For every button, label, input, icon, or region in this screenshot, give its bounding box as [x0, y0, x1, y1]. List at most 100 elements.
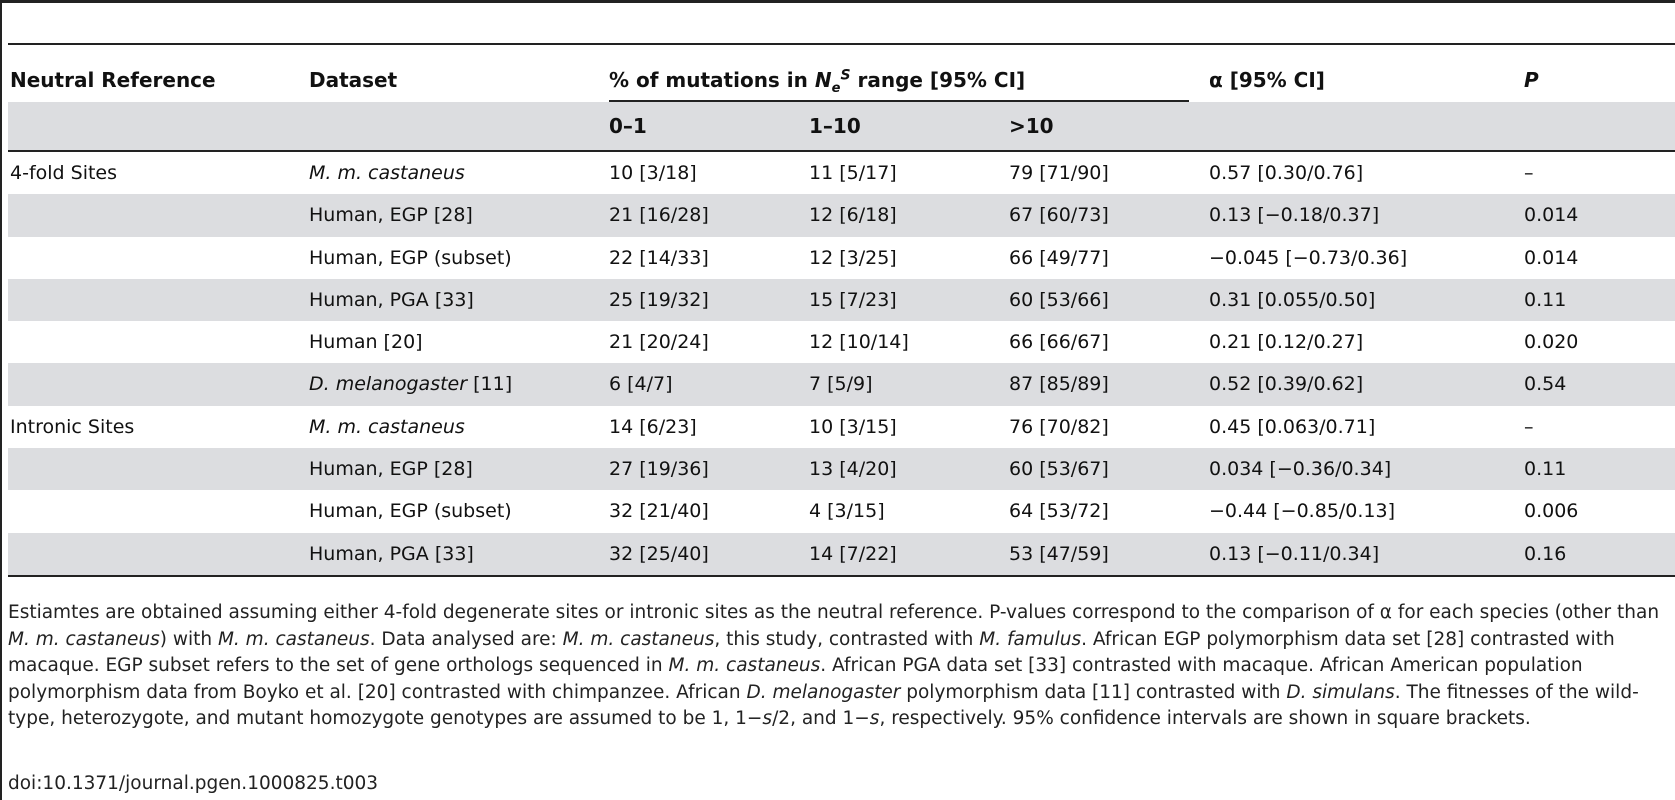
dataset-name: M. m. castaneus [309, 415, 465, 438]
dataset-name: M. m. castaneus [309, 162, 465, 184]
cell-p: 0.014 [1524, 204, 1579, 227]
cell-range-gt10: 79 [71/90] [1009, 162, 1109, 184]
doi-link[interactable]: doi:10.1371/journal.pgen.1000825.t003 [8, 773, 379, 794]
cell-range-gt10: 60 [53/67] [1009, 458, 1109, 481]
caption-text: . Data analysed are: [369, 628, 563, 650]
caption-italic: M. m. castaneus [217, 628, 370, 650]
body-top-rule [8, 150, 1675, 152]
cell-range-0-1: 25 [19/32] [609, 288, 709, 311]
cell-range-0-1: 14 [6/23] [609, 415, 697, 438]
cell-range-1-10: 7 [5/9] [809, 373, 873, 396]
cell-alpha: 0.52 [0.39/0.62] [1209, 373, 1364, 396]
header-pct-prefix: % of mutations in [609, 68, 815, 92]
cell-dataset: Human, EGP [28] [309, 194, 473, 236]
cell-p: 0.014 [1524, 246, 1579, 269]
dataset-ref: [11] [467, 373, 513, 396]
cell-range-0-1: 32 [25/40] [609, 542, 709, 565]
dataset-name: Human, EGP [28] [309, 204, 473, 227]
cell-neutral-reference: 4-fold Sites [10, 162, 118, 184]
header-pct-s: S [840, 67, 851, 84]
cell-range-gt10: 60 [53/66] [1009, 288, 1109, 311]
table-caption: Estiamtes are obtained assuming either 4… [8, 600, 1668, 733]
header-pct-e: e [831, 81, 841, 96]
header-neutral-reference: Neutral Reference [10, 68, 216, 92]
cell-dataset: Human, EGP (subset) [309, 490, 512, 532]
caption-text: /2, and 1− [772, 708, 870, 729]
cell-range-1-10: 10 [3/15] [809, 415, 897, 438]
caption-italic: M. famulus [979, 628, 1082, 650]
caption-text: ) with [159, 628, 218, 650]
cell-range-gt10: 64 [53/72] [1009, 500, 1109, 523]
header-range-0-1: 0–1 [609, 114, 647, 138]
table-row: Human, EGP (subset) 32 [21/40] 4 [3/15] 64 … [8, 490, 1675, 532]
cell-alpha: 0.45 [0.063/0.71] [1209, 415, 1376, 438]
header-dataset: Dataset [309, 68, 398, 92]
cell-dataset: Human, EGP [28] [309, 448, 473, 490]
header-pct-suffix: range [95% CI] [850, 68, 1026, 92]
caption-italic: M. m. castaneus [8, 628, 160, 650]
cell-alpha: 0.21 [0.12/0.27] [1209, 331, 1364, 354]
cell-dataset: D. melanogaster [11] [309, 363, 512, 405]
dataset-name: Human, EGP (subset) [309, 246, 512, 269]
cell-range-gt10: 66 [49/77] [1009, 246, 1109, 269]
caption-text: , this study, contrasted with [714, 628, 980, 650]
results-table: Neutral Reference Dataset % of mutations… [8, 58, 1675, 577]
cell-range-0-1: 22 [14/33] [609, 246, 709, 269]
table-row: Human, EGP [28] 21 [16/28] 12 [6/18] 67 [60… [8, 194, 1675, 237]
caption-text: Estiamtes are obtained assuming either 4… [8, 602, 1660, 623]
cell-range-1-10: 12 [3/25] [809, 246, 897, 269]
cell-range-1-10: 12 [10/14] [809, 331, 909, 354]
cell-range-1-10: 15 [7/23] [809, 288, 897, 311]
cell-alpha: 0.034 [−0.36/0.34] [1209, 458, 1392, 481]
cell-range-gt10: 66 [66/67] [1009, 331, 1109, 354]
cell-p: 0.006 [1524, 500, 1579, 523]
cell-p: – [1524, 162, 1534, 184]
caption-italic: M. m. castaneus [668, 655, 821, 676]
caption-text: , respectively. 95% confidence intervals… [879, 708, 1531, 729]
cell-dataset: Human, PGA [33] [309, 533, 474, 575]
dataset-name: Human [20] [309, 331, 423, 354]
cell-p: 0.020 [1524, 331, 1579, 354]
cell-alpha: 0.31 [0.055/0.50] [1209, 288, 1376, 311]
header-row-2: 0–1 1–10 >10 [8, 102, 1675, 150]
cell-range-gt10: 76 [70/82] [1009, 415, 1109, 438]
cell-range-1-10: 11 [5/17] [809, 162, 897, 184]
caption-italic: D. simulans [1286, 681, 1395, 703]
cell-range-1-10: 13 [4/20] [809, 458, 897, 481]
header-p: P [1524, 58, 1539, 102]
dataset-name: Human, EGP (subset) [309, 500, 512, 523]
cell-alpha: 0.13 [−0.18/0.37] [1209, 204, 1380, 227]
dataset-name: Human, PGA [33] [309, 288, 474, 311]
cell-dataset: Human, EGP (subset) [309, 237, 512, 279]
cell-alpha: 0.57 [0.30/0.76] [1209, 162, 1364, 184]
header-pct-mutations: % of mutations in NeS range [95% CI] [609, 58, 1025, 102]
cell-dataset: M. m. castaneus [309, 406, 465, 448]
cell-alpha: 0.13 [−0.11/0.34] [1209, 542, 1380, 565]
cell-range-gt10: 87 [85/89] [1009, 373, 1109, 396]
dataset-name: D. melanogaster [309, 373, 468, 396]
cell-range-0-1: 32 [21/40] [609, 500, 709, 523]
cell-range-1-10: 14 [7/22] [809, 542, 897, 565]
cell-range-0-1: 27 [19/36] [609, 458, 709, 481]
cell-range-0-1: 21 [16/28] [609, 204, 709, 227]
table-row: 4-fold Sites M. m. castaneus 10 [3/18] 11 [… [8, 152, 1675, 194]
table-row: Human [20] 21 [20/24] 12 [10/14] 66 [66/67]… [8, 321, 1675, 363]
header-range-1-10: 1–10 [809, 114, 861, 138]
table-row: D. melanogaster [11] 6 [4/7] 7 [5/9] 87 [85… [8, 363, 1675, 406]
cell-alpha: −0.44 [−0.85/0.13] [1209, 500, 1396, 523]
span-rule [609, 100, 1189, 102]
cell-p: 0.16 [1524, 542, 1567, 565]
caption-text: polymorphism data [11] contrasted with [900, 681, 1287, 703]
caption-italic: M. m. castaneus [562, 628, 715, 650]
top-border [0, 0, 1675, 3]
table-row: Human, EGP (subset) 22 [14/33] 12 [3/25] 66… [8, 237, 1675, 279]
cell-range-0-1: 10 [3/18] [609, 162, 697, 184]
caption-text: . African PGA data set [33] contrasted w… [8, 655, 1583, 703]
table-top-rule [8, 43, 1675, 45]
table-row: Human, EGP [28] 27 [19/36] 13 [4/20] 60 [53… [8, 448, 1675, 491]
caption-italic: s [869, 708, 880, 729]
caption-text: . The fitnesses of the wild-type, hetero… [8, 681, 1639, 730]
table-body: 4-fold Sites M. m. castaneus 10 [3/18] 11 [… [8, 152, 1675, 575]
cell-range-1-10: 12 [6/18] [809, 204, 897, 227]
cell-p: 0.11 [1524, 288, 1567, 311]
